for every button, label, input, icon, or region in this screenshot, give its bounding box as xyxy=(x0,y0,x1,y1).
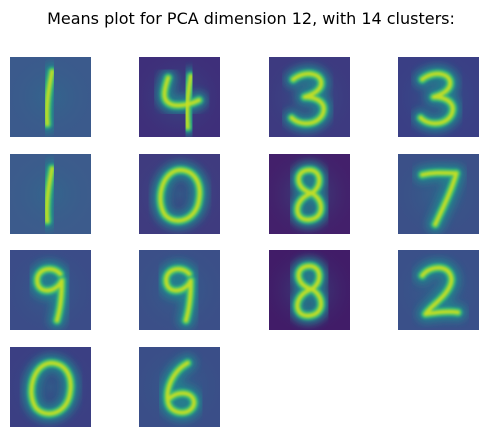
cluster-mean-image-4 xyxy=(398,57,479,137)
cluster-mean-image-10 xyxy=(139,250,220,330)
cluster-mean-heatmap xyxy=(10,250,91,330)
cluster-mean-image-12 xyxy=(398,250,479,330)
cluster-mean-image-3 xyxy=(269,57,350,137)
cluster-mean-heatmap xyxy=(139,57,220,137)
digit-stroke-9-layer-2 xyxy=(35,267,64,323)
cluster-mean-image-5 xyxy=(10,154,91,234)
digit-stroke-3-layer-2 xyxy=(418,71,455,126)
digit-stroke-0-layer-2 xyxy=(158,168,202,223)
digit-stroke-6-layer-2 xyxy=(165,361,197,415)
cluster-mean-image-7 xyxy=(269,154,350,234)
digit-stroke-1-layer-2 xyxy=(44,69,55,127)
cluster-mean-heatmap xyxy=(269,154,350,234)
digit-stroke-4-layer-2 xyxy=(184,74,193,130)
digit-stroke-0-layer-2 xyxy=(29,361,73,416)
digit-stroke-4-layer-2 xyxy=(162,75,201,108)
digit-stroke-2-layer-2 xyxy=(420,265,460,316)
digit-stroke-8-layer-2 xyxy=(295,264,324,318)
digit-stroke-7-layer-2 xyxy=(420,170,459,227)
cluster-mean-heatmap xyxy=(10,347,91,427)
cluster-mean-image-6 xyxy=(139,154,220,234)
cluster-mean-heatmap xyxy=(139,154,220,234)
cluster-mean-image-14 xyxy=(139,347,220,427)
digit-stroke-3-layer-2 xyxy=(289,71,326,126)
cluster-mean-heatmap xyxy=(139,250,220,330)
digit-stroke-1-layer-2 xyxy=(44,166,55,224)
cluster-mean-image-13 xyxy=(10,347,91,427)
cluster-mean-heatmap xyxy=(398,154,479,234)
cluster-mean-heatmap xyxy=(10,57,91,137)
cluster-mean-image-9 xyxy=(10,250,91,330)
cluster-mean-image-11 xyxy=(269,250,350,330)
cluster-mean-heatmap xyxy=(139,347,220,427)
digit-stroke-9-layer-2 xyxy=(164,267,193,323)
chart-title: Means plot for PCA dimension 12, with 14… xyxy=(47,9,455,28)
cluster-mean-image-8 xyxy=(398,154,479,234)
cluster-mean-heatmap xyxy=(269,57,350,137)
cluster-mean-heatmap xyxy=(10,154,91,234)
digit-stroke-8-layer-2 xyxy=(295,168,324,222)
cluster-mean-heatmap xyxy=(398,57,479,137)
cluster-mean-image-1 xyxy=(10,57,91,137)
cluster-mean-heatmap xyxy=(398,250,479,330)
cluster-mean-heatmap xyxy=(269,250,350,330)
cluster-mean-image-2 xyxy=(139,57,220,137)
